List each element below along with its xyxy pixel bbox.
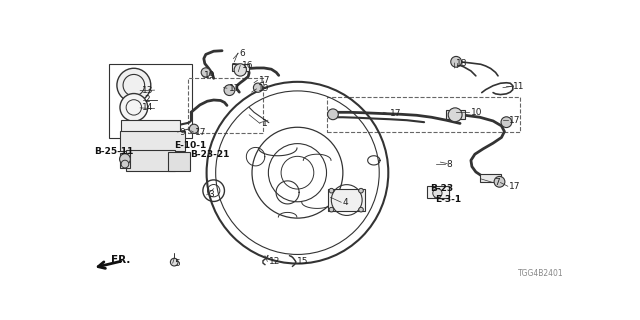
Text: 17: 17 bbox=[509, 182, 521, 191]
Text: B-23: B-23 bbox=[431, 184, 454, 193]
Text: 6: 6 bbox=[239, 49, 245, 58]
Circle shape bbox=[120, 154, 131, 164]
Circle shape bbox=[121, 160, 129, 168]
Circle shape bbox=[224, 85, 235, 96]
Text: 9: 9 bbox=[179, 128, 185, 137]
Text: 1: 1 bbox=[262, 119, 268, 128]
Bar bbox=[109, 64, 193, 138]
Text: 16: 16 bbox=[242, 61, 253, 70]
Text: 4: 4 bbox=[343, 198, 348, 207]
Text: E-10-1: E-10-1 bbox=[174, 141, 207, 150]
Text: 17: 17 bbox=[228, 84, 240, 93]
Circle shape bbox=[170, 258, 178, 266]
Text: 18: 18 bbox=[456, 59, 468, 68]
Text: 15: 15 bbox=[298, 257, 309, 266]
Circle shape bbox=[358, 207, 364, 212]
Text: B-23-21: B-23-21 bbox=[190, 150, 229, 159]
Circle shape bbox=[117, 68, 151, 102]
Circle shape bbox=[201, 68, 211, 77]
Circle shape bbox=[329, 188, 333, 193]
Circle shape bbox=[448, 108, 462, 122]
Circle shape bbox=[234, 64, 246, 76]
Circle shape bbox=[253, 83, 262, 92]
Circle shape bbox=[433, 188, 442, 198]
Text: B-25-11: B-25-11 bbox=[94, 147, 133, 156]
Text: 17: 17 bbox=[509, 116, 521, 125]
Text: 8: 8 bbox=[446, 160, 452, 169]
Circle shape bbox=[501, 117, 512, 128]
Text: 19: 19 bbox=[204, 71, 215, 80]
Text: 3: 3 bbox=[208, 190, 214, 199]
Circle shape bbox=[328, 109, 339, 120]
Text: 12: 12 bbox=[269, 257, 280, 266]
Text: 7: 7 bbox=[495, 178, 500, 187]
Text: TGG4B2401: TGG4B2401 bbox=[518, 269, 564, 278]
Bar bbox=[232, 64, 249, 71]
Bar bbox=[328, 189, 365, 212]
Circle shape bbox=[358, 188, 364, 193]
Bar bbox=[480, 174, 502, 182]
Circle shape bbox=[329, 207, 333, 212]
Text: 5: 5 bbox=[174, 259, 180, 268]
Bar bbox=[120, 131, 185, 150]
Bar bbox=[121, 120, 180, 132]
Bar bbox=[120, 153, 130, 169]
Circle shape bbox=[189, 124, 198, 133]
Circle shape bbox=[494, 176, 505, 187]
Text: 13: 13 bbox=[141, 86, 153, 95]
Bar bbox=[446, 110, 465, 119]
Text: 17: 17 bbox=[259, 76, 271, 85]
Bar bbox=[126, 150, 175, 172]
Text: 17: 17 bbox=[390, 109, 401, 118]
Text: 10: 10 bbox=[471, 108, 483, 117]
Bar bbox=[168, 152, 190, 171]
Text: 17: 17 bbox=[195, 128, 207, 137]
Circle shape bbox=[120, 93, 148, 121]
Circle shape bbox=[451, 56, 461, 67]
Text: E-3-1: E-3-1 bbox=[435, 195, 461, 204]
Bar bbox=[327, 97, 520, 132]
Text: 2: 2 bbox=[145, 95, 150, 105]
Bar bbox=[188, 78, 263, 133]
Text: 19: 19 bbox=[258, 84, 269, 93]
Text: 11: 11 bbox=[513, 82, 524, 91]
Text: 14: 14 bbox=[141, 103, 153, 112]
Bar bbox=[427, 186, 449, 198]
Text: FR.: FR. bbox=[111, 255, 131, 265]
